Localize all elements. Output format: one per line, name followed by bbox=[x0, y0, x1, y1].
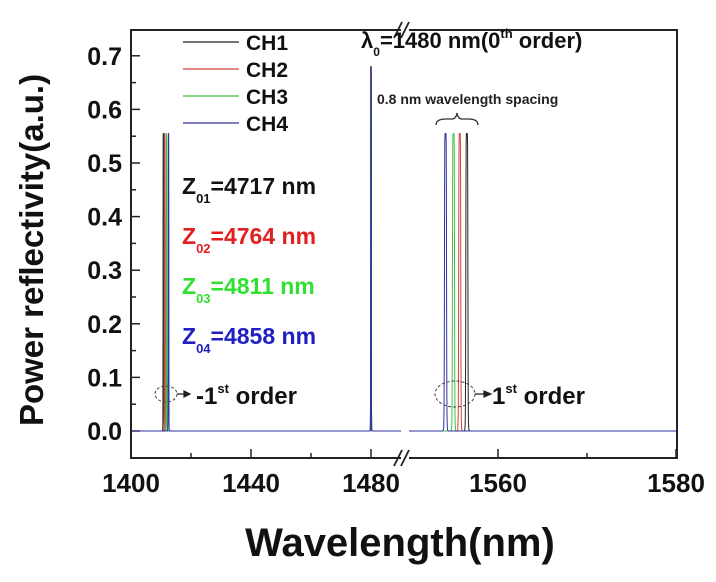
pos-order-label: 1st order bbox=[492, 381, 585, 410]
neg-order-label: -1st order bbox=[196, 381, 297, 410]
spacing-brace bbox=[435, 112, 479, 126]
spacing-annotation: 0.8 nm wavelength spacing bbox=[377, 91, 558, 107]
legend-label-ch1: CH1 bbox=[246, 32, 288, 55]
legend: CH1 CH2 CH3 CH4 bbox=[183, 32, 288, 136]
z-label: Z03=4811 nm bbox=[182, 273, 315, 306]
legend-label-ch3: CH3 bbox=[246, 86, 288, 109]
axis-break-gap bbox=[401, 18, 409, 468]
x-tick-label: 1440 bbox=[222, 468, 280, 498]
lambda-annotation: λ0=1480 nm(0th order) bbox=[361, 26, 582, 59]
y-tick-label: 0.0 bbox=[87, 418, 122, 446]
legend-label-ch4: CH4 bbox=[246, 113, 288, 136]
z-label: Z04=4858 nm bbox=[182, 323, 316, 356]
z-labels: Z01=4717 nm Z02=4764 nm Z03=4811 nm Z04=485… bbox=[182, 173, 316, 356]
z-label: Z01=4717 nm bbox=[182, 173, 316, 206]
neg-order-arrow bbox=[177, 390, 192, 398]
y-axis-label: Power reflectivity(a.u.) bbox=[13, 74, 50, 426]
z-label: Z02=4764 nm bbox=[182, 223, 316, 256]
x-tick-label: 1480 bbox=[342, 468, 400, 498]
y-tick-label: 0.3 bbox=[87, 257, 122, 285]
trace-ch4 bbox=[131, 66, 401, 432]
traces bbox=[131, 66, 676, 432]
trace-ch4 bbox=[409, 133, 676, 432]
pos-order-arrow bbox=[475, 390, 493, 398]
x-tick-label: 1400 bbox=[102, 468, 160, 498]
x-tick-label: 1580 bbox=[647, 468, 705, 498]
x-tick-label: 1560 bbox=[469, 468, 527, 498]
y-tick-label: 0.7 bbox=[87, 43, 122, 71]
y-tick-label: 0.1 bbox=[87, 364, 122, 392]
x-tick-labels: 1400 1440 1480 1560 1580 bbox=[102, 468, 705, 498]
y-tick-label: 0.2 bbox=[87, 311, 122, 339]
axis-break-marks bbox=[393, 21, 410, 467]
legend-label-ch2: CH2 bbox=[246, 59, 288, 82]
y-tick-label: 0.5 bbox=[87, 150, 122, 178]
y-tick-label: 0.4 bbox=[87, 204, 122, 232]
y-tick-label: 0.6 bbox=[87, 96, 122, 124]
y-tick-labels: 0.0 0.1 0.2 0.3 0.4 0.5 0.6 0.7 bbox=[87, 43, 122, 446]
x-axis-label: Wavelength(nm) bbox=[245, 521, 555, 565]
